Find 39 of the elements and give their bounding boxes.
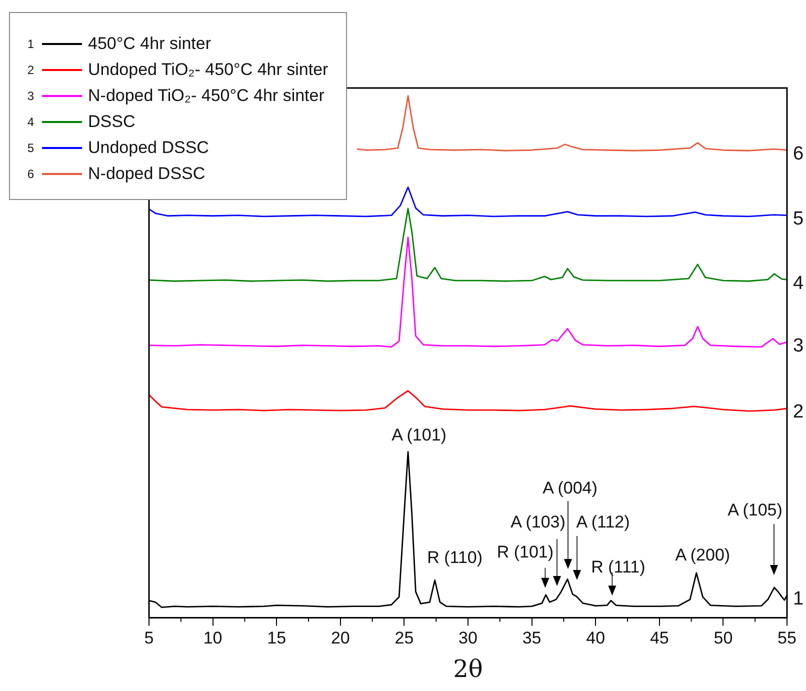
legend-label: Undoped DSSC <box>88 138 209 158</box>
annotation: A (105) <box>728 500 782 520</box>
x-tick-label: 50 <box>714 628 733 648</box>
text: 5 <box>793 208 804 230</box>
x-tick-label: 25 <box>394 628 414 648</box>
text: 1 <box>793 588 804 610</box>
annotation: A (004) <box>542 478 598 498</box>
text: 1 <box>27 37 34 51</box>
text: 3 <box>793 335 804 356</box>
annotation: R (111) <box>591 557 646 576</box>
annotation: A (112) <box>576 512 630 532</box>
x-axis-title: 2θ <box>453 654 483 683</box>
legend-label: N-doped TiO₂- 450°C 4hr sinter <box>88 86 324 106</box>
x-tick-label: 20 <box>330 628 350 648</box>
x-tick-label: 45 <box>650 628 669 648</box>
x-tick-label: 55 <box>778 628 796 648</box>
text: 3 <box>27 89 34 103</box>
annotation: A (103) <box>510 512 566 532</box>
text: 6 <box>27 167 34 181</box>
x-tick-label: 40 <box>586 628 606 648</box>
x-tick-label: 35 <box>522 628 542 648</box>
annotation: R (101) <box>496 542 554 562</box>
annotation: A (200) <box>675 546 730 565</box>
x-tick-label: 30 <box>458 628 478 648</box>
text: 4 <box>793 272 804 294</box>
annotation: A (101) <box>392 426 446 444</box>
legend-label: N-doped DSSC <box>88 164 206 184</box>
text: 5 <box>27 141 34 155</box>
legend-label: DSSC <box>88 112 136 132</box>
legend-label: Undoped TiO₂- 450°C 4hr sinter <box>88 60 328 80</box>
annotation: R (110) <box>427 548 483 567</box>
legend-label: 450°C 4hr sinter <box>88 34 212 54</box>
text: 2 <box>27 63 34 77</box>
x-tick-label: 10 <box>203 628 222 648</box>
text: 4 <box>27 115 34 129</box>
x-tick-label: 15 <box>267 628 286 648</box>
text: 2 <box>793 402 804 423</box>
x-tick-label: 5 <box>144 628 154 648</box>
text: 6 <box>793 143 804 164</box>
